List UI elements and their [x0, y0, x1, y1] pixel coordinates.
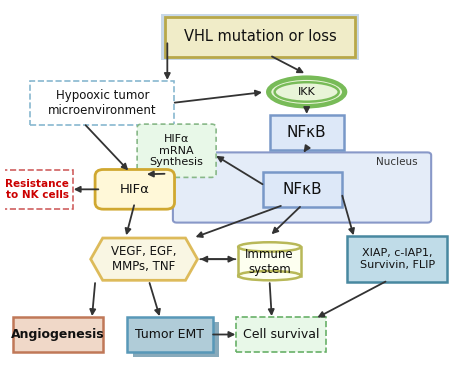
Text: Angiogenesis: Angiogenesis: [11, 328, 105, 341]
FancyBboxPatch shape: [30, 81, 174, 125]
Text: Hypooxic tumor
microenvironment: Hypooxic tumor microenvironment: [48, 89, 156, 117]
Text: IKK: IKK: [298, 87, 316, 97]
Text: VEGF, EGF,
MMPs, TNF: VEGF, EGF, MMPs, TNF: [111, 245, 177, 273]
FancyBboxPatch shape: [165, 16, 356, 57]
Text: XIAP, c-IAP1,
Survivin, FLIP: XIAP, c-IAP1, Survivin, FLIP: [360, 248, 435, 270]
FancyBboxPatch shape: [238, 247, 301, 276]
Text: VHL mutation or loss: VHL mutation or loss: [184, 29, 337, 44]
Text: HIFα
mRNA
Synthesis: HIFα mRNA Synthesis: [150, 134, 203, 167]
Ellipse shape: [270, 78, 344, 106]
Ellipse shape: [266, 75, 347, 108]
Ellipse shape: [274, 82, 339, 102]
FancyBboxPatch shape: [161, 13, 359, 60]
FancyBboxPatch shape: [95, 170, 174, 209]
FancyBboxPatch shape: [270, 115, 344, 150]
FancyBboxPatch shape: [173, 152, 431, 223]
Ellipse shape: [238, 242, 301, 252]
Ellipse shape: [238, 271, 301, 280]
Text: Resistance
to NK cells: Resistance to NK cells: [5, 178, 69, 200]
Text: Tumor EMT: Tumor EMT: [135, 328, 204, 341]
FancyBboxPatch shape: [236, 317, 327, 352]
FancyBboxPatch shape: [137, 124, 216, 177]
FancyBboxPatch shape: [13, 317, 103, 352]
FancyBboxPatch shape: [347, 236, 447, 282]
FancyBboxPatch shape: [1, 170, 73, 208]
Text: Nucleus: Nucleus: [376, 157, 418, 167]
Text: HIFα: HIFα: [120, 183, 150, 196]
Text: Cell survival: Cell survival: [243, 328, 319, 341]
Polygon shape: [91, 238, 198, 280]
FancyBboxPatch shape: [133, 322, 219, 357]
Polygon shape: [91, 238, 198, 280]
Text: NFκB: NFκB: [287, 125, 327, 140]
FancyBboxPatch shape: [263, 172, 341, 207]
FancyBboxPatch shape: [127, 317, 213, 352]
Text: NFκB: NFκB: [282, 182, 322, 197]
Text: Immune
system: Immune system: [245, 248, 294, 276]
